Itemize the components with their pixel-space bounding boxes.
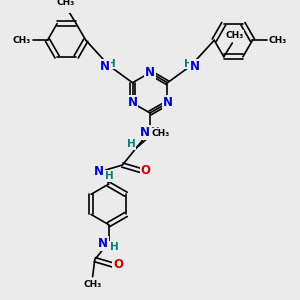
- Text: O: O: [141, 164, 151, 177]
- Text: CH₃: CH₃: [225, 31, 244, 40]
- Text: H: H: [184, 58, 193, 69]
- Text: N: N: [98, 237, 108, 250]
- Text: H: H: [105, 171, 114, 181]
- Text: CH₃: CH₃: [152, 129, 170, 138]
- Text: H: H: [151, 127, 160, 137]
- Text: CH₃: CH₃: [269, 36, 287, 45]
- Text: N: N: [94, 165, 104, 178]
- Text: CH₃: CH₃: [83, 280, 102, 289]
- Text: H: H: [127, 139, 135, 149]
- Text: H: H: [107, 58, 116, 69]
- Text: N: N: [128, 96, 137, 110]
- Text: H: H: [110, 242, 118, 252]
- Text: N: N: [190, 60, 200, 73]
- Text: N: N: [140, 126, 150, 139]
- Text: O: O: [113, 258, 123, 272]
- Text: CH₃: CH₃: [56, 0, 75, 7]
- Text: CH₃: CH₃: [13, 36, 31, 45]
- Text: N: N: [163, 96, 172, 110]
- Text: N: N: [100, 60, 110, 73]
- Text: N: N: [145, 66, 155, 79]
